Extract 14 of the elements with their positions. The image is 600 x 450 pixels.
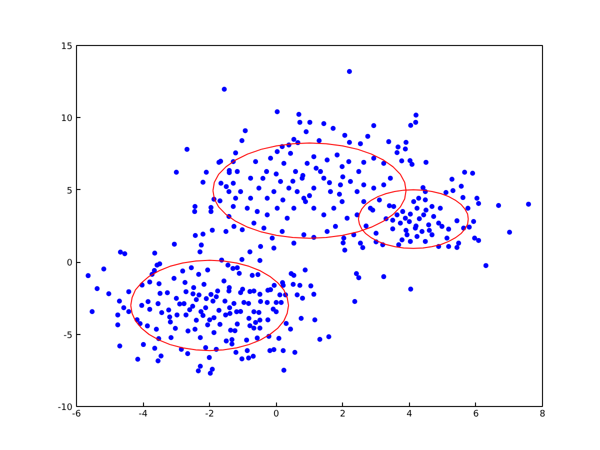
y-tick-label: 15: [61, 42, 72, 52]
x-tick-label: 8: [540, 410, 546, 420]
x-tick-label: 4: [406, 410, 412, 420]
y-tick-label: 0: [66, 258, 73, 269]
x-tick-label: 0: [273, 410, 280, 420]
y-tick-label: -10: [58, 403, 73, 413]
x-tick-label: 2: [340, 410, 346, 420]
x-tick-label: -6: [72, 410, 82, 420]
x-tick-label: -4: [138, 410, 148, 420]
x-tick-label: -2: [205, 410, 214, 420]
y-tick-label: -5: [64, 330, 73, 341]
y-tick-label: 10: [61, 114, 73, 124]
x-tick-label: 6: [473, 410, 480, 420]
y-tick-label: 5: [66, 186, 73, 196]
